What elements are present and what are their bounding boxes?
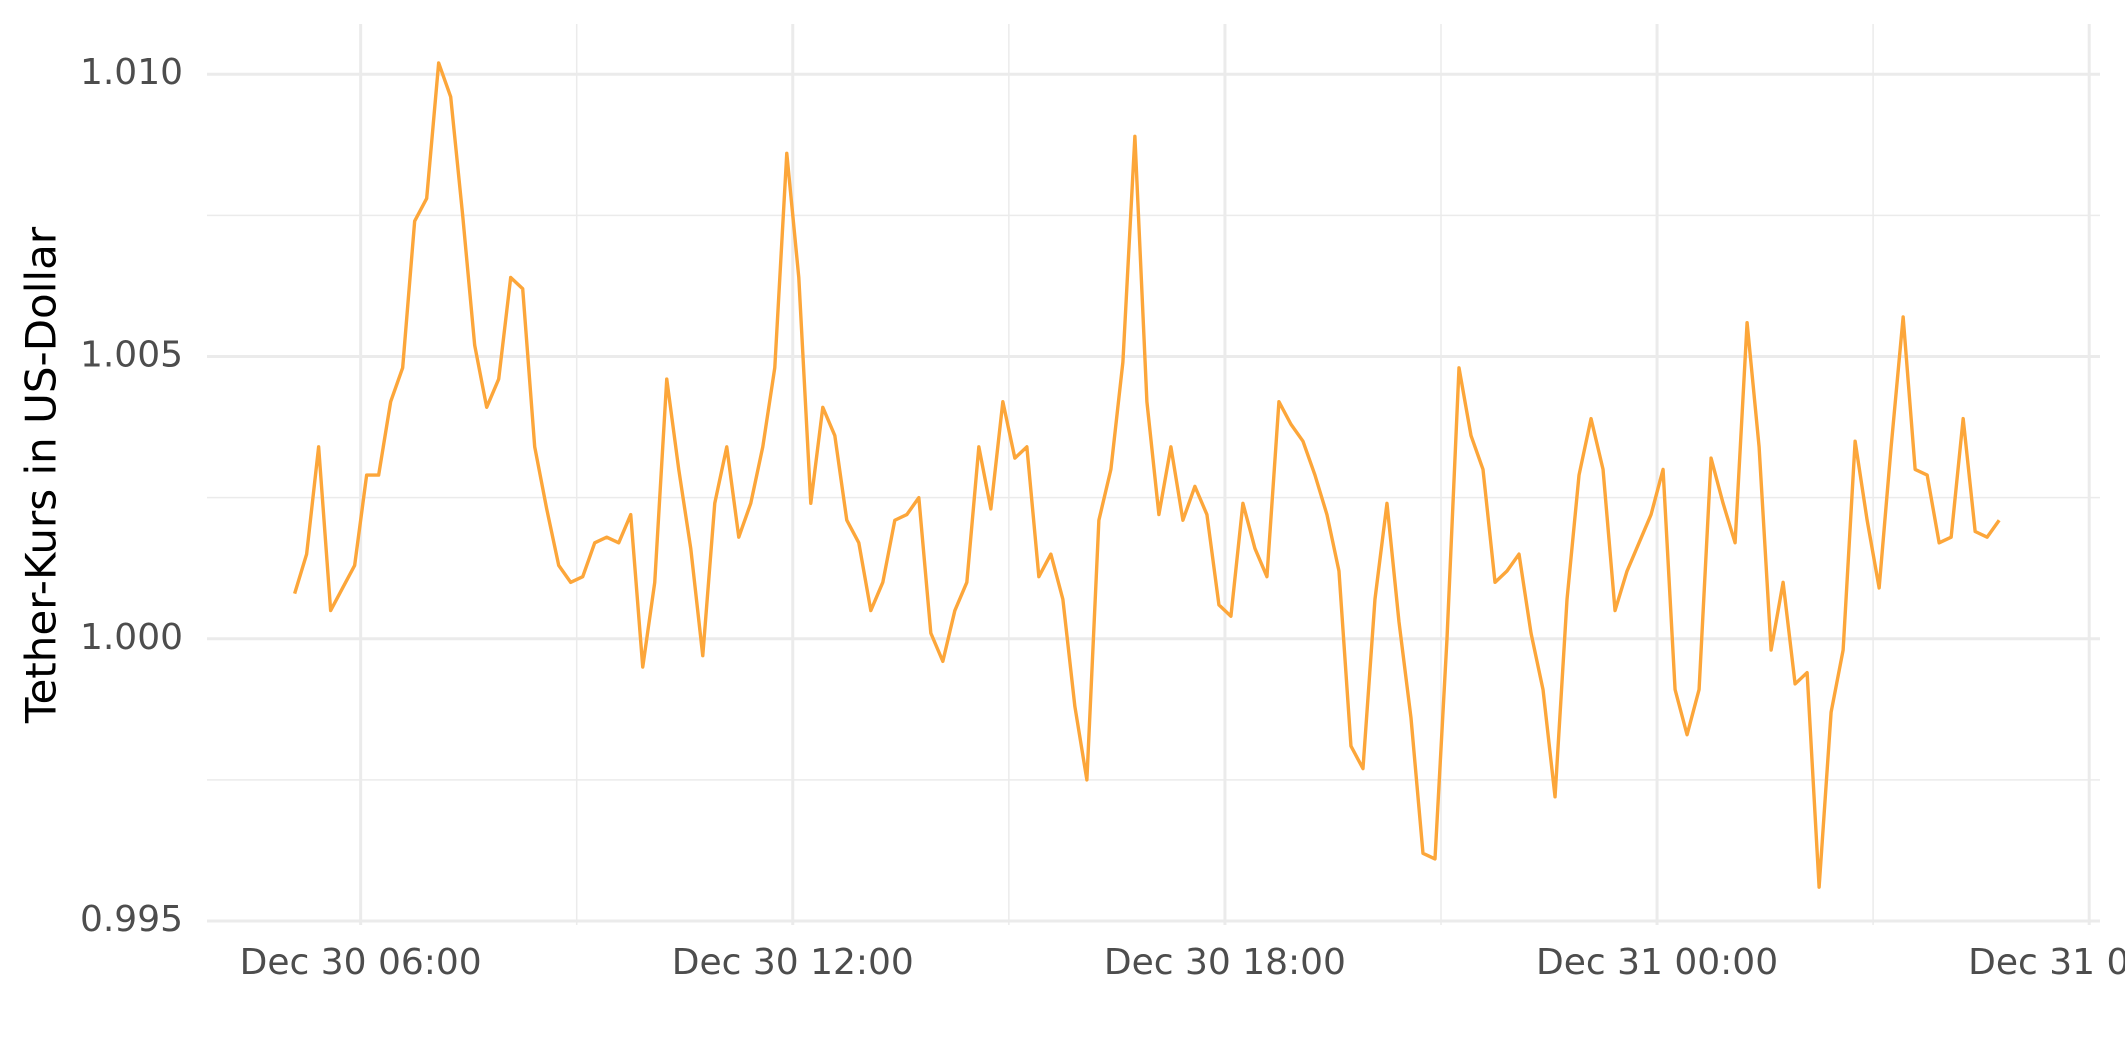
grid (207, 24, 2100, 925)
y-axis-title: Tether-Kurs in US-Dollar (17, 226, 66, 724)
y-tick-label: 0.995 (80, 899, 183, 940)
y-tick-label: 1.005 (80, 335, 183, 376)
y-tick-label: 1.010 (80, 52, 183, 93)
axis-labels: 0.995 1.000 1.005 1.010 Dec 30 06:00 Dec 30 1… (80, 52, 2125, 983)
plot (293, 61, 2001, 889)
x-tick-label: Dec 31 00:00 (1536, 942, 1778, 983)
x-tick-label: Dec 30 06:00 (240, 942, 482, 983)
x-tick-label: Dec 31 06:00 (1968, 942, 2125, 983)
y-tick-label: 1.000 (80, 617, 183, 658)
x-tick-label: Dec 30 12:00 (672, 942, 914, 983)
price-line (293, 61, 2001, 889)
x-tick-label: Dec 30 18:00 (1104, 942, 1346, 983)
